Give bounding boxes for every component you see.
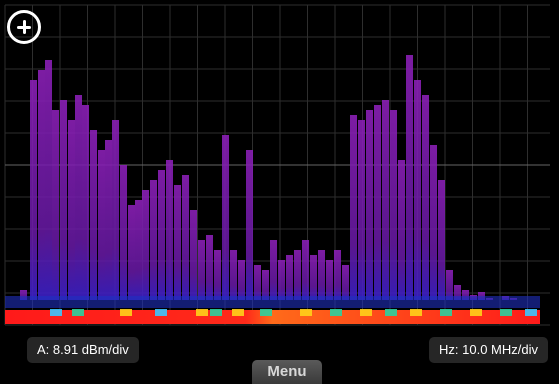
spectrum-bin: [112, 120, 119, 300]
spectrum-bin: [222, 135, 229, 300]
spectrum-bin: [326, 260, 333, 300]
noise-floor-hotspot: [72, 309, 84, 316]
spectrum-bin: [406, 55, 413, 300]
noise-floor-hotspot: [210, 309, 222, 316]
noise-floor-hotspot: [500, 309, 512, 316]
spectrum-bin: [214, 250, 221, 300]
spectrum-bin: [462, 290, 469, 300]
spectrum-bin: [374, 105, 381, 300]
spectrum-bin: [45, 60, 52, 300]
spectrum-bin: [438, 180, 445, 300]
spectrum-bin: [150, 180, 157, 300]
spectrum-bin: [142, 190, 149, 300]
spectrum-bin: [206, 235, 213, 300]
noise-floor-band: [5, 296, 540, 324]
spectrum-bin: [52, 110, 59, 300]
spectrum-trace: [20, 55, 517, 300]
spectrum-bin: [302, 240, 309, 300]
spectrum-bin: [454, 285, 461, 300]
spectrum-bin: [294, 250, 301, 300]
noise-floor-hotspot: [232, 309, 244, 316]
spectrum-display[interactable]: [0, 0, 559, 330]
spectrum-bin: [270, 240, 277, 300]
spectrum-bin: [60, 100, 67, 300]
spectrum-bin: [75, 95, 82, 300]
noise-floor-hotspot: [385, 309, 397, 316]
noise-floor-hotspot: [330, 309, 342, 316]
spectrum-bin: [310, 255, 317, 300]
noise-floor-base: [5, 310, 540, 324]
spectrum-bin: [20, 290, 27, 300]
spectrum-bin: [182, 175, 189, 300]
spectrum-bin: [190, 210, 197, 300]
spectrum-bin: [135, 200, 142, 300]
spectrum-bin: [390, 110, 397, 300]
spectrum-bin: [318, 250, 325, 300]
noise-floor-glow: [5, 296, 540, 308]
spectrum-bin: [38, 70, 45, 300]
noise-floor-hotspot: [470, 309, 482, 316]
spectrum-bin: [90, 130, 97, 300]
spectrum-bin: [342, 265, 349, 300]
spectrum-bin: [446, 270, 453, 300]
spectrum-bin: [334, 250, 341, 300]
spectrum-bin: [246, 150, 253, 300]
noise-floor-hotspot: [300, 309, 312, 316]
spectrum-bin: [158, 170, 165, 300]
spectrum-bin: [262, 270, 269, 300]
spectrum-bin: [350, 115, 357, 300]
spectrum-bin: [254, 265, 261, 300]
spectrum-bin: [286, 255, 293, 300]
noise-floor-hotspot: [410, 309, 422, 316]
spectrum-bin: [358, 120, 365, 300]
spectrum-bin: [68, 120, 75, 300]
spectrum-bin: [120, 165, 127, 300]
amplitude-scale-readout: A: 8.91 dBm/div: [27, 337, 139, 363]
spectrum-bin: [422, 95, 429, 300]
spectrum-bin: [278, 260, 285, 300]
spectrum-bin: [166, 160, 173, 300]
spectrum-bin: [82, 105, 89, 300]
spectrum-bin: [128, 205, 135, 300]
spectrum-bin: [198, 240, 205, 300]
noise-floor-hotspot: [360, 309, 372, 316]
noise-floor-hotspots: [50, 309, 537, 316]
noise-floor-hotspot: [50, 309, 62, 316]
frequency-scale-readout: Hz: 10.0 MHz/div: [429, 337, 548, 363]
spectrum-bin: [238, 260, 245, 300]
noise-floor-hotspot: [155, 309, 167, 316]
spectrum-bin: [382, 100, 389, 300]
menu-button[interactable]: Menu: [252, 360, 322, 384]
noise-floor-hotspot: [525, 309, 537, 316]
spectrum-bin: [430, 145, 437, 300]
spectrum-bin: [30, 80, 37, 300]
noise-floor-hotspot: [440, 309, 452, 316]
spectrum-bin: [414, 80, 421, 300]
add-marker-button[interactable]: [7, 10, 41, 44]
spectrum-bin: [366, 110, 373, 300]
noise-floor-hotspot: [260, 309, 272, 316]
spectrum-bin: [174, 185, 181, 300]
spectrum-bin: [105, 140, 112, 300]
spectrum-bin: [230, 250, 237, 300]
noise-floor-hotspot: [120, 309, 132, 316]
noise-floor-hotspot: [196, 309, 208, 316]
spectrum-bin: [98, 150, 105, 300]
spectrum-bin: [398, 160, 405, 300]
